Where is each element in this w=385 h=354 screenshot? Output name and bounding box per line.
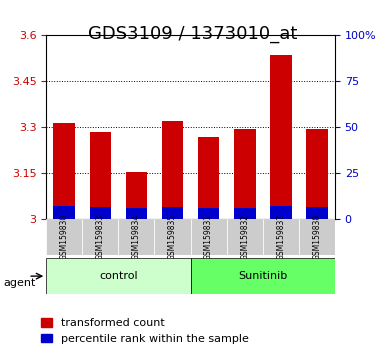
FancyBboxPatch shape [119,219,154,255]
Text: control: control [99,271,138,281]
Text: GSM159833: GSM159833 [96,214,105,260]
Text: GSM159830: GSM159830 [60,214,69,260]
FancyBboxPatch shape [154,219,191,255]
Bar [126,172,147,219]
Text: GSM159837: GSM159837 [276,214,285,260]
Bar [198,137,219,219]
Bar [89,132,111,219]
Bar [89,207,111,219]
Text: GSM159831: GSM159831 [204,214,213,260]
FancyBboxPatch shape [263,219,299,255]
Text: Sunitinib: Sunitinib [238,271,287,281]
Text: agent: agent [4,278,36,288]
Bar [162,121,183,219]
Text: GSM159834: GSM159834 [132,214,141,260]
Bar [270,55,292,219]
FancyBboxPatch shape [82,219,119,255]
FancyBboxPatch shape [191,258,335,294]
Bar [234,129,256,219]
Text: GSM159832: GSM159832 [240,214,249,260]
Bar [54,206,75,219]
FancyBboxPatch shape [227,219,263,255]
Bar [54,123,75,219]
FancyBboxPatch shape [191,219,227,255]
Bar [306,207,328,219]
Bar [234,208,256,219]
Bar [270,206,292,219]
Bar [198,208,219,219]
FancyBboxPatch shape [46,219,82,255]
Bar [126,208,147,219]
Text: GSM159835: GSM159835 [168,214,177,260]
FancyBboxPatch shape [299,219,335,255]
Text: GSM159838: GSM159838 [312,214,321,260]
Legend: transformed count, percentile rank within the sample: transformed count, percentile rank withi… [36,314,253,348]
Bar [306,129,328,219]
FancyBboxPatch shape [46,258,191,294]
Text: GDS3109 / 1373010_at: GDS3109 / 1373010_at [88,25,297,43]
Bar [162,207,183,219]
